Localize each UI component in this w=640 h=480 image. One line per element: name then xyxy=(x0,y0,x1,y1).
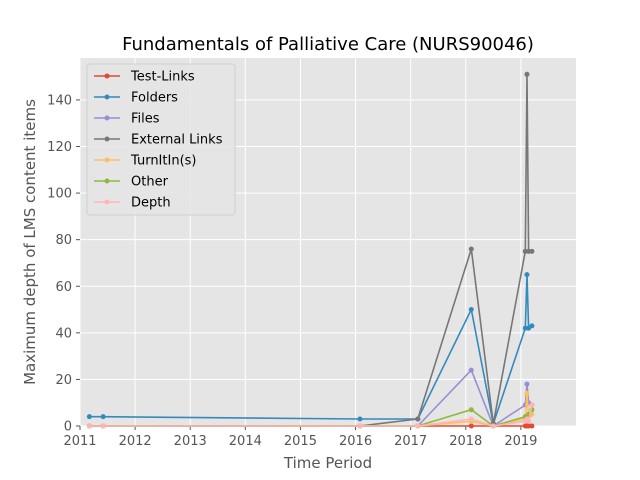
y-tick-label: 60 xyxy=(55,280,72,295)
legend-marker xyxy=(104,178,110,184)
legend-marker xyxy=(104,94,110,100)
data-point xyxy=(529,402,535,408)
data-point xyxy=(415,423,421,429)
series-line xyxy=(89,273,533,425)
x-tick-label: 2015 xyxy=(284,434,317,449)
legend-item: Other xyxy=(94,175,169,190)
data-point xyxy=(526,418,532,424)
y-axis-ticks: 0 20 40 60 80 100 120 140 xyxy=(47,93,80,435)
legend-item: Folders xyxy=(94,91,178,106)
legend-label: Test-Links xyxy=(130,70,195,85)
data-point xyxy=(529,423,535,429)
data-point xyxy=(524,381,530,387)
y-tick-label: 40 xyxy=(55,326,72,341)
data-point xyxy=(100,414,106,420)
legend-marker xyxy=(104,199,110,205)
data-point xyxy=(468,367,474,373)
y-tick-label: 80 xyxy=(55,233,72,248)
legend: Test-Links Folders Files External Links Turn… xyxy=(86,63,236,216)
y-tick-label: 0 xyxy=(64,420,72,435)
legend-label: Folders xyxy=(131,91,178,106)
x-tick-label: 2014 xyxy=(229,434,262,449)
y-tick-label: 20 xyxy=(55,373,72,388)
legend-marker xyxy=(104,157,110,163)
x-tick-label: 2019 xyxy=(504,434,537,449)
x-tick-label: 2012 xyxy=(119,434,152,449)
x-axis-ticks: 2011 2012 2013 2014 2015 2016 2017 2018 2019 xyxy=(63,426,537,449)
data-point xyxy=(529,248,535,254)
legend-item: Test-Links xyxy=(94,70,195,85)
legend-marker xyxy=(104,115,110,121)
data-point xyxy=(468,407,474,413)
data-point xyxy=(86,423,92,429)
x-tick-label: 2018 xyxy=(449,434,482,449)
legend-label: External Links xyxy=(131,133,223,148)
legend-item: Depth xyxy=(94,196,171,211)
data-point xyxy=(100,423,106,429)
legend-item: TurnItIn(s) xyxy=(94,154,196,169)
legend-marker xyxy=(104,73,110,79)
y-axis-label: Maximum depth of LMS content items xyxy=(21,99,39,385)
data-point xyxy=(468,416,474,422)
data-point xyxy=(357,416,363,422)
legend-label: Depth xyxy=(131,196,171,211)
x-tick-label: 2016 xyxy=(339,434,372,449)
x-tick-label: 2011 xyxy=(63,434,96,449)
x-tick-label: 2017 xyxy=(394,434,427,449)
legend-item: Files xyxy=(94,112,160,127)
data-point xyxy=(529,323,535,329)
x-tick-label: 2013 xyxy=(174,434,207,449)
series-group xyxy=(86,71,535,429)
data-point xyxy=(490,423,496,429)
data-point xyxy=(415,416,421,422)
data-point xyxy=(468,307,474,313)
data-point xyxy=(524,390,530,396)
legend-label: Other xyxy=(131,175,169,190)
legend-frame xyxy=(86,63,236,216)
data-point xyxy=(468,423,474,429)
legend-marker xyxy=(104,136,110,142)
y-tick-label: 120 xyxy=(47,140,72,155)
data-point xyxy=(524,272,530,278)
data-point xyxy=(357,423,363,429)
chart-title: Fundamentals of Palliative Care (NURS900… xyxy=(122,34,534,55)
y-tick-label: 100 xyxy=(47,187,72,202)
legend-label: TurnItIn(s) xyxy=(130,154,196,169)
legend-label: Files xyxy=(131,112,160,127)
series-depth xyxy=(86,402,535,429)
data-point xyxy=(86,414,92,420)
legend-item: External Links xyxy=(94,133,223,148)
data-point xyxy=(524,71,530,77)
x-axis-label: Time Period xyxy=(283,454,372,472)
data-point xyxy=(468,246,474,252)
y-tick-label: 140 xyxy=(47,93,72,108)
